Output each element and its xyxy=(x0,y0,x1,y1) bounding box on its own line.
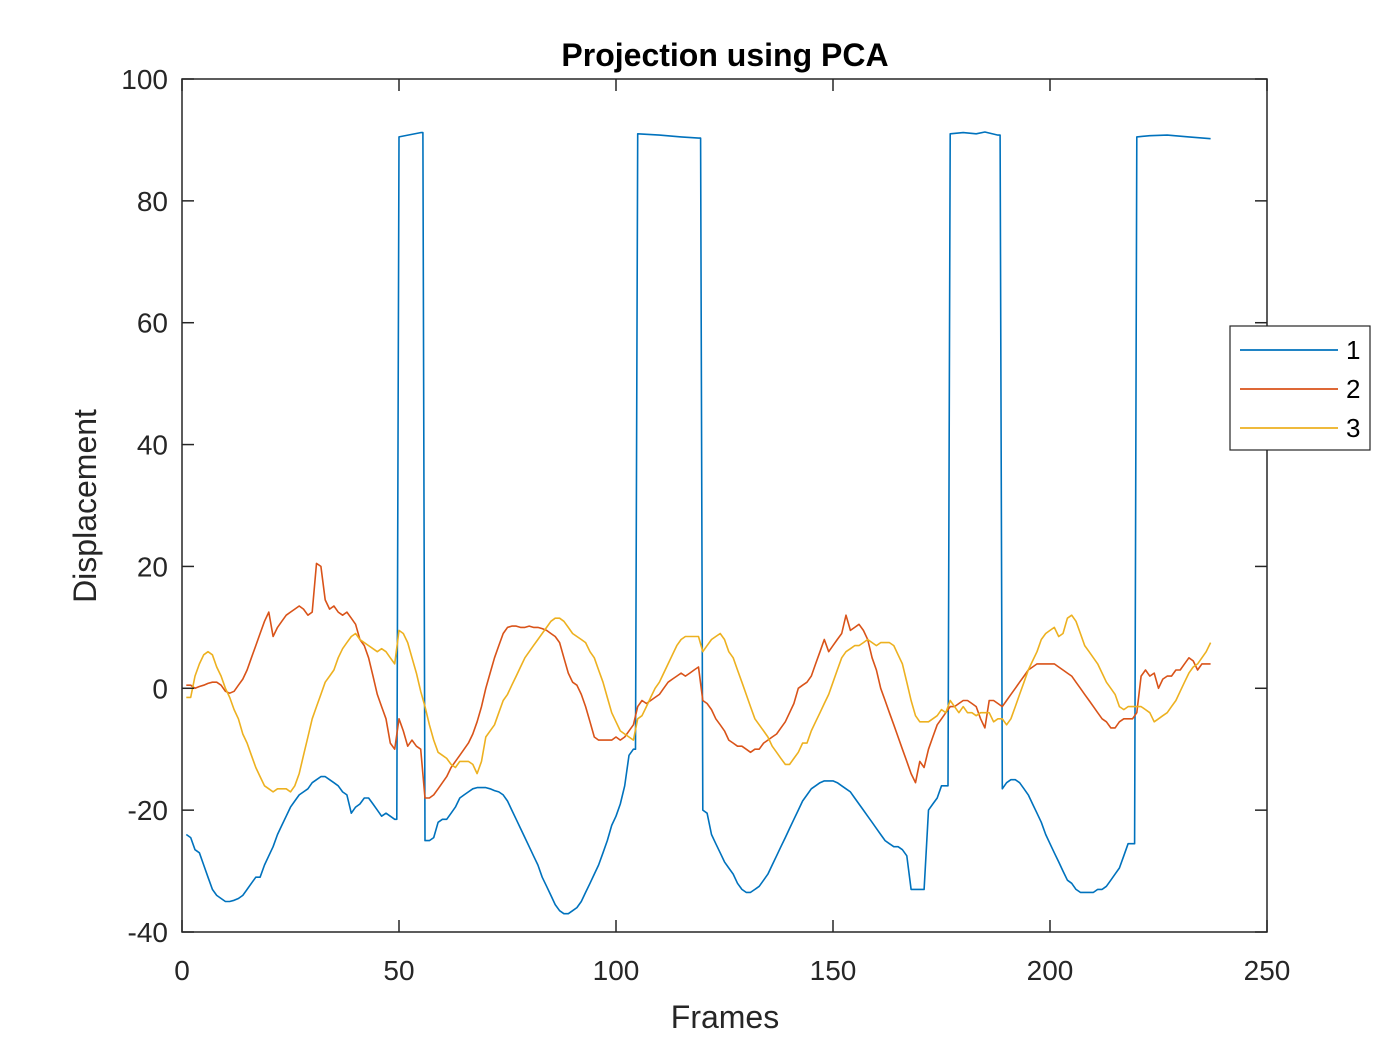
legend-label-2: 2 xyxy=(1346,374,1360,404)
x-axis: 0 50 100 150 200 250 xyxy=(174,79,1290,986)
x-tick-label: 250 xyxy=(1244,955,1291,986)
x-tick-label: 0 xyxy=(174,955,190,986)
y-tick-label: 60 xyxy=(137,308,168,339)
legend-label-3: 3 xyxy=(1346,413,1360,443)
y-tick-label: -20 xyxy=(128,795,168,826)
series-line-1 xyxy=(185,131,1211,915)
x-tick-label: 50 xyxy=(383,955,414,986)
axes-box xyxy=(181,78,1268,933)
y-tick-label: -40 xyxy=(128,917,168,948)
x-tick-label: 100 xyxy=(593,955,640,986)
y-tick-label: 20 xyxy=(137,551,168,582)
plot-area xyxy=(181,78,1268,933)
series-line-3 xyxy=(186,614,1212,793)
legend-label-1: 1 xyxy=(1346,335,1360,365)
y-tick-label: 40 xyxy=(137,430,168,461)
x-axis-label: Frames xyxy=(671,999,779,1035)
legend: 1 2 3 xyxy=(1229,325,1371,451)
series-layer xyxy=(185,131,1212,915)
legend-box xyxy=(1229,325,1371,451)
y-tick-label: 80 xyxy=(137,186,168,217)
y-axis-label: Displacement xyxy=(67,409,103,603)
y-tick-label: 0 xyxy=(152,673,168,704)
y-tick-label: 100 xyxy=(121,64,168,95)
x-tick-label: 150 xyxy=(810,955,857,986)
y-axis: -40 -20 0 20 40 60 80 100 xyxy=(121,64,1267,948)
chart-title: Projection using PCA xyxy=(561,37,888,73)
series-line-2 xyxy=(186,562,1211,799)
x-tick-label: 200 xyxy=(1027,955,1074,986)
